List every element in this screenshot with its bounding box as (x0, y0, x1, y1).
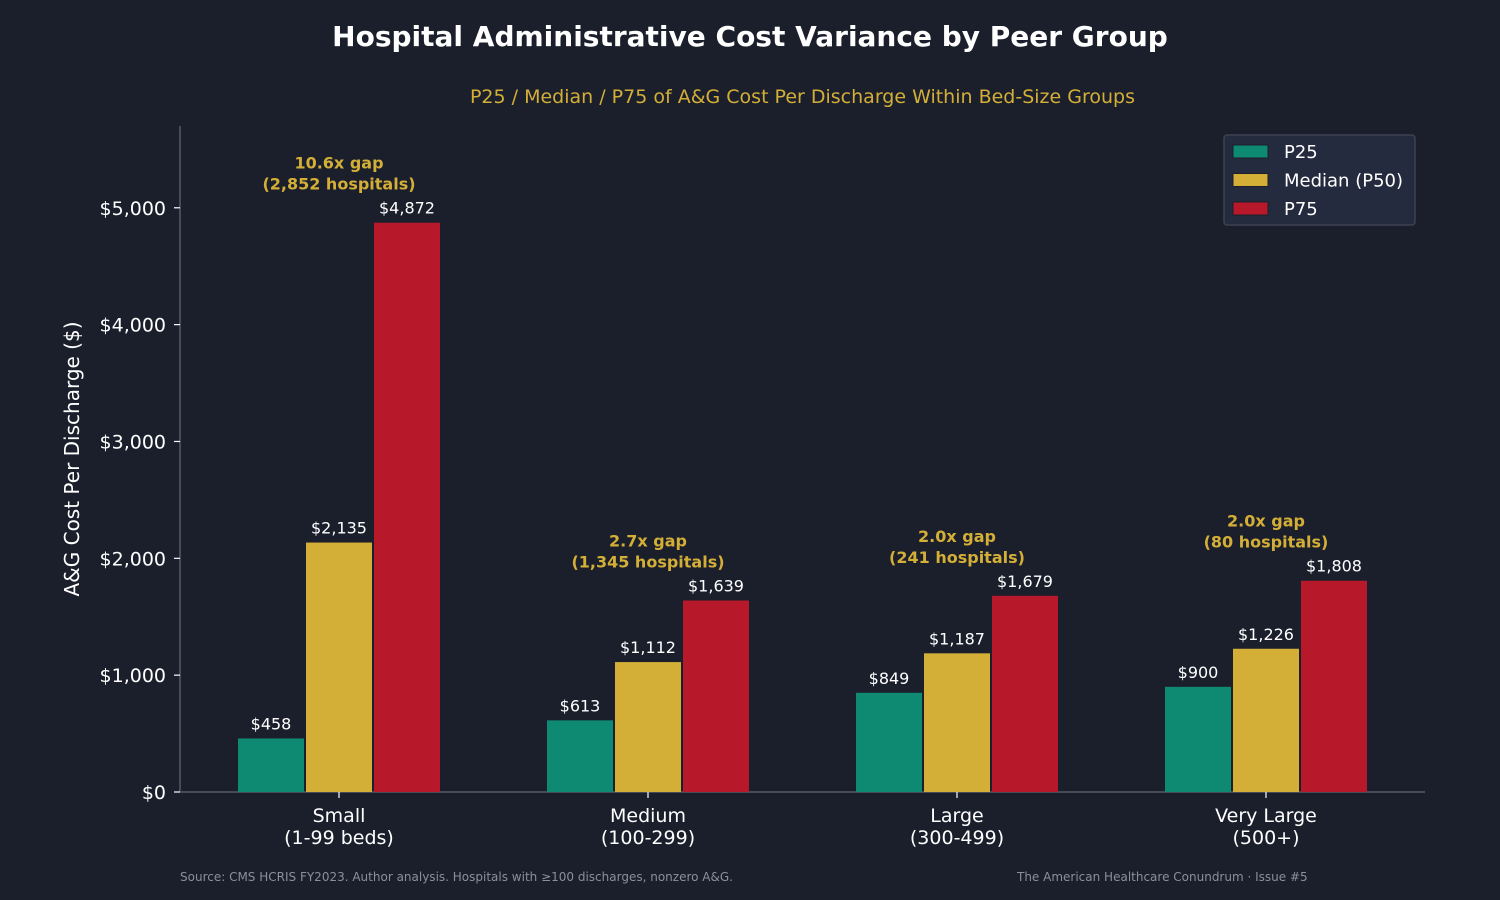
gap-annotation: 10.6x gap (294, 154, 383, 173)
bar-median-p50--3 (1233, 648, 1299, 792)
x-tick-sublabel: (1-99 beds) (284, 827, 394, 849)
bar-value-label: $1,808 (1306, 557, 1362, 576)
legend-entry: Median (P50) (1284, 171, 1403, 192)
credit-note: The American Healthcare Conundrum · Issu… (1017, 870, 1308, 884)
bar-p75-2 (992, 595, 1058, 792)
bar-p25-0 (238, 738, 304, 792)
legend-box (1223, 134, 1416, 226)
bar-value-label: $900 (1178, 663, 1219, 682)
bar-value-label: $1,639 (688, 576, 744, 595)
y-tick-label: $3,000 (100, 431, 166, 453)
y-tick-label: $1,000 (100, 665, 166, 687)
x-tick-sublabel: (100-299) (601, 827, 695, 849)
y-tick-label: $5,000 (100, 198, 166, 220)
gap-annotation-count: (241 hospitals) (889, 548, 1025, 567)
x-tick-sublabel: (500+) (1232, 827, 1299, 849)
bar-median-p50--2 (924, 653, 990, 792)
x-tick-label: Very Large (1215, 805, 1317, 827)
gap-annotation-count: (1,345 hospitals) (571, 552, 724, 571)
y-tick-label: $4,000 (100, 315, 166, 337)
chart-title: Hospital Administrative Cost Variance by… (332, 20, 1168, 53)
y-tick-label: $2,000 (100, 548, 166, 570)
source-note: Source: CMS HCRIS FY2023. Author analysi… (180, 870, 733, 884)
bar-value-label: $849 (869, 669, 910, 688)
y-axis-label: A&G Cost Per Discharge ($) (60, 321, 84, 596)
y-tick-label: $0 (142, 782, 166, 804)
bar-median-p50--0 (306, 542, 372, 792)
legend-swatch (1232, 173, 1269, 187)
bar-value-label: $1,679 (997, 572, 1053, 591)
gap-annotation: 2.0x gap (918, 527, 996, 546)
bar-p25-2 (856, 692, 922, 792)
bar-value-label: $1,112 (620, 638, 676, 657)
legend-swatch (1232, 144, 1269, 159)
legend-entry: P25 (1284, 142, 1318, 163)
x-tick-label: Small (313, 805, 366, 827)
bar-p25-3 (1165, 686, 1231, 792)
x-tick-label: Large (930, 805, 983, 827)
bar-value-label: $1,226 (1238, 625, 1294, 644)
legend-entry: P75 (1284, 199, 1318, 220)
bar-value-label: $4,872 (379, 199, 435, 218)
legend-swatch (1232, 201, 1269, 216)
bar-p75-0 (374, 222, 440, 793)
x-tick-label: Medium (610, 805, 686, 827)
bar-p75-1 (683, 600, 749, 792)
bar-p25-1 (547, 720, 613, 792)
chart-subtitle: P25 / Median / P75 of A&G Cost Per Disch… (469, 86, 1136, 108)
gap-annotation-count: (80 hospitals) (1204, 533, 1329, 552)
x-tick-sublabel: (300-499) (910, 827, 1004, 849)
bar-value-label: $2,135 (311, 519, 367, 538)
bar-value-label: $458 (251, 714, 292, 733)
bar-median-p50--1 (615, 662, 681, 792)
gap-annotation: 2.7x gap (609, 531, 687, 550)
gap-annotation: 2.0x gap (1227, 512, 1305, 531)
gap-annotation-count: (2,852 hospitals) (262, 175, 415, 194)
bar-value-label: $613 (560, 696, 601, 715)
bar-value-label: $1,187 (929, 629, 985, 648)
bar-p75-3 (1301, 580, 1367, 792)
